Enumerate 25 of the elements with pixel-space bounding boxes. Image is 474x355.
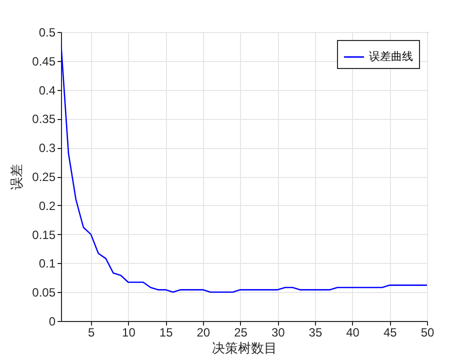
y-tick-label: 0.05 <box>32 286 56 300</box>
y-tick-label: 0.45 <box>32 54 56 68</box>
y-tick-label: 0.3 <box>38 141 56 156</box>
y-axis-title: 误差 <box>9 164 24 190</box>
x-tick-label: 5 <box>88 326 96 340</box>
line-series <box>61 42 427 293</box>
x-tick-label: 35 <box>308 326 322 340</box>
x-tick-label: 15 <box>159 326 174 340</box>
y-tick-label: 0.5 <box>38 26 56 40</box>
x-tick-label: 40 <box>346 326 360 340</box>
x-tick-label: 20 <box>196 326 210 340</box>
y-tick-label: 0.4 <box>38 83 56 98</box>
y-tick-label: 0 <box>48 314 56 328</box>
x-tick-label: 25 <box>234 326 248 340</box>
y-tick-label: 0.15 <box>32 228 56 242</box>
legend-label: 误差曲线 <box>369 50 413 63</box>
x-axis-title: 决策树数目 <box>212 340 277 355</box>
y-tick-label: 0.2 <box>38 198 56 213</box>
y-tick-label: 0.25 <box>32 170 56 184</box>
x-tick-label: 45 <box>383 326 398 340</box>
y-tick-label: 0.1 <box>38 256 56 271</box>
y-tick-label: 0.35 <box>32 112 56 126</box>
x-tick-label: 30 <box>271 326 286 340</box>
x-tick-label: 50 <box>420 326 434 340</box>
x-tick-label: 10 <box>122 326 136 340</box>
